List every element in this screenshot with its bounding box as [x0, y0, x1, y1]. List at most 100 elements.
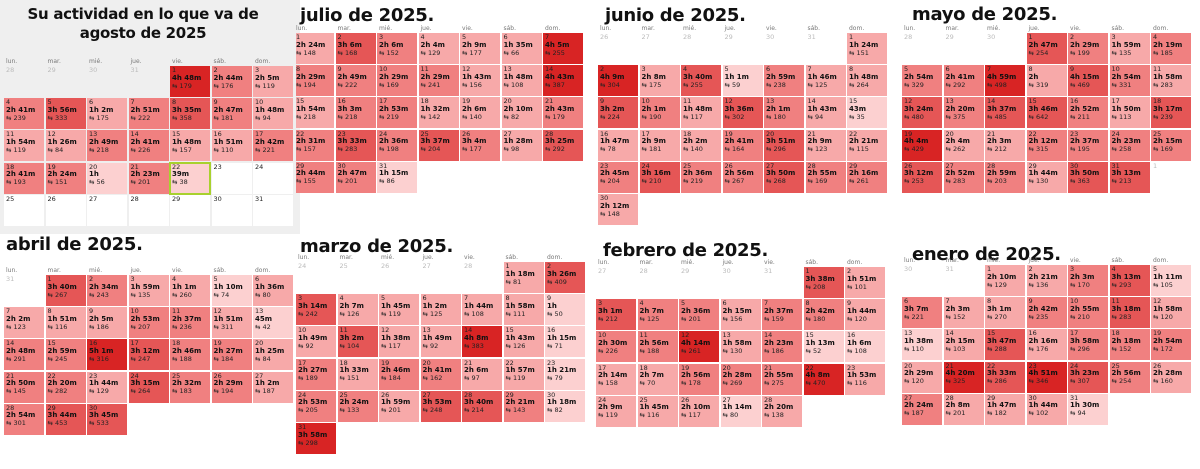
calendar-day[interactable]: 29 1h 47m ⇆ 182 — [985, 393, 1025, 425]
calendar-day[interactable]: 18 2h 41m ⇆ 193 — [4, 162, 44, 194]
calendar-day[interactable]: 19 2h 27m ⇆ 184 — [211, 339, 252, 371]
calendar-day[interactable]: 21 2h 23m ⇆ 201 — [128, 162, 169, 194]
calendar-day[interactable]: 10 2h 54m ⇆ 331 — [1109, 65, 1150, 97]
calendar-day[interactable]: 22 2h 31m ⇆ 157 — [296, 129, 334, 161]
calendar-day[interactable]: 1 2h 24m ⇆ 148 — [296, 33, 334, 64]
calendar-day[interactable]: 28 3h 40m ⇆ 214 — [462, 390, 502, 422]
calendar-day[interactable]: 3 2h 6m ⇆ 152 — [377, 33, 417, 64]
calendar-day[interactable]: 24 3h 16m ⇆ 210 — [639, 161, 680, 193]
calendar-day[interactable]: 2 3h 26m ⇆ 409 — [545, 262, 585, 293]
calendar-day[interactable]: 16 1h 51m ⇆ 110 — [211, 130, 252, 162]
calendar-day[interactable]: 29 1h 44m ⇆ 130 — [1026, 161, 1067, 193]
calendar-day[interactable]: 24 2h 9m ⇆ 119 — [596, 395, 636, 427]
calendar-day[interactable]: 13 2h 49m ⇆ 218 — [87, 130, 127, 162]
calendar-day[interactable]: 30 — [211, 194, 252, 226]
calendar-day[interactable]: 28 — [128, 194, 169, 226]
calendar-day[interactable]: 12 1h 58m ⇆ 120 — [1151, 297, 1191, 329]
calendar-day[interactable]: 3 1h 59m ⇆ 135 — [128, 275, 169, 306]
calendar-day[interactable]: 28 2h 55m ⇆ 169 — [805, 161, 846, 193]
calendar-day[interactable]: 21 2h 9m ⇆ 123 — [805, 129, 846, 161]
calendar-day[interactable]: 19 4h 4m ⇆ 429 — [902, 129, 942, 161]
calendar-day[interactable]: 9 2h 5m ⇆ 186 — [87, 307, 127, 339]
calendar-day[interactable]: 1 3h 40m ⇆ 267 — [45, 275, 86, 306]
calendar-day[interactable]: 20 1h 25m ⇆ 84 — [253, 339, 293, 371]
calendar-day[interactable]: 18 3h 17m ⇆ 239 — [1151, 97, 1191, 129]
calendar-day[interactable]: 25 2h 56m ⇆ 254 — [1109, 361, 1150, 393]
calendar-day[interactable]: 23 4h 51m ⇆ 346 — [1026, 361, 1067, 393]
calendar-day[interactable]: 1 3h 38m ⇆ 208 — [803, 267, 844, 298]
calendar-day[interactable]: 4 1h 1m ⇆ 260 — [170, 275, 210, 306]
calendar-day[interactable]: 4 2h 19m ⇆ 185 — [1151, 33, 1191, 64]
calendar-day[interactable]: 8 3h 35m ⇆ 358 — [170, 98, 210, 130]
calendar-day[interactable]: 18 1h 33m ⇆ 151 — [337, 358, 378, 390]
calendar-day[interactable]: 20 1h ⇆ 56 — [87, 162, 127, 194]
calendar-day[interactable]: 23 1h 44m ⇆ 129 — [87, 371, 127, 403]
calendar-day[interactable]: 26 3h 4m ⇆ 177 — [460, 129, 500, 161]
calendar-day[interactable]: 24 2h 53m ⇆ 205 — [296, 390, 336, 422]
calendar-day[interactable]: 23 2h 37m ⇆ 195 — [1068, 129, 1108, 161]
calendar-day[interactable]: 1 4h 48m ⇆ 179 — [170, 66, 210, 97]
calendar-day[interactable]: 10 1h 48m ⇆ 94 — [253, 98, 293, 130]
calendar-day[interactable]: 1 1h 18m ⇆ 81 — [503, 262, 544, 293]
calendar-day[interactable]: 13 45m ⇆ 42 — [253, 307, 293, 339]
calendar-day[interactable]: 22 1h 57m ⇆ 119 — [503, 358, 544, 390]
calendar-day[interactable]: 27 2h 52m ⇆ 283 — [943, 161, 984, 193]
calendar-day[interactable]: 10 2h 1m ⇆ 190 — [639, 97, 680, 129]
calendar-day[interactable]: 20 2h 4m ⇆ 262 — [943, 129, 984, 161]
calendar-day[interactable]: 19 2h 24m ⇆ 151 — [45, 162, 86, 194]
calendar-day[interactable]: 29 2h 44m ⇆ 155 — [296, 161, 334, 193]
calendar-day[interactable]: 21 2h 6m ⇆ 97 — [462, 358, 502, 390]
calendar-day[interactable]: 26 2h 28m ⇆ 160 — [1151, 361, 1191, 393]
calendar-day[interactable]: 1 2h 47m ⇆ 254 — [1026, 33, 1067, 64]
calendar-day[interactable]: 15 1h 54m ⇆ 218 — [296, 97, 334, 129]
calendar-day[interactable]: 21 2h 50m ⇆ 145 — [4, 371, 44, 403]
calendar-day[interactable]: 21 4h 20m ⇆ 325 — [943, 361, 984, 393]
calendar-day[interactable]: 14 2h 41m ⇆ 226 — [128, 130, 169, 162]
calendar-day[interactable]: 6 2h 59m ⇆ 238 — [764, 65, 804, 97]
calendar-day[interactable]: 25 2h 32m ⇆ 183 — [170, 371, 210, 403]
calendar-day[interactable]: 30 3h 45m ⇆ 533 — [87, 403, 127, 435]
calendar-day[interactable]: 20 2h 29m ⇆ 120 — [902, 361, 942, 393]
calendar-day[interactable]: 26 3h 12m ⇆ 253 — [902, 161, 942, 193]
calendar-day[interactable]: 27 — [87, 194, 127, 226]
calendar-day[interactable]: 16 1h 15m ⇆ 71 — [545, 326, 585, 358]
calendar-day[interactable]: 22 39m ⇆ 38 — [169, 161, 211, 195]
calendar-day[interactable]: 21 2h 3m ⇆ 212 — [985, 129, 1025, 161]
calendar-day[interactable]: 28 2h 8m ⇆ 201 — [943, 393, 984, 425]
calendar-day[interactable]: 24 — [253, 162, 293, 194]
calendar-day[interactable]: 15 3h 46m ⇆ 642 — [1026, 97, 1067, 129]
calendar-day[interactable]: 17 3h 12m ⇆ 247 — [128, 339, 169, 371]
calendar-day[interactable]: 20 2h 41m ⇆ 162 — [420, 358, 461, 390]
calendar-day[interactable]: 8 2h 29m ⇆ 194 — [296, 65, 334, 97]
calendar-day[interactable]: 4 3h 40m ⇆ 255 — [681, 65, 721, 97]
calendar-day[interactable]: 4 2h 7m ⇆ 126 — [337, 294, 378, 326]
calendar-day[interactable]: 24 2h 36m ⇆ 198 — [377, 129, 417, 161]
calendar-day[interactable]: 19 2h 6m ⇆ 140 — [460, 97, 500, 129]
calendar-day[interactable]: 26 1h 59m ⇆ 201 — [379, 390, 419, 422]
calendar-day[interactable]: 6 1h 36m ⇆ 80 — [253, 275, 293, 306]
calendar-day[interactable]: 19 2h 41m ⇆ 164 — [722, 129, 763, 161]
calendar-day[interactable]: 3 2h 8m ⇆ 175 — [639, 65, 680, 97]
calendar-day[interactable]: 23 1h 53m ⇆ 116 — [845, 363, 885, 395]
calendar-day[interactable]: 8 1h 51m ⇆ 116 — [45, 307, 86, 339]
calendar-day[interactable]: 10 2h 53m ⇆ 207 — [128, 307, 169, 339]
calendar-day[interactable]: 13 1h 48m ⇆ 108 — [501, 65, 542, 97]
calendar-day[interactable]: 1 2h 10m ⇆ 129 — [985, 265, 1025, 296]
calendar-day[interactable]: 15 1h 43m ⇆ 126 — [503, 326, 544, 358]
calendar-day[interactable]: 27 3h 53m ⇆ 248 — [420, 390, 461, 422]
calendar-day[interactable]: 4 2h 41m ⇆ 239 — [4, 98, 44, 130]
calendar-day[interactable]: 22 2h 12m ⇆ 315 — [1026, 129, 1067, 161]
calendar-day[interactable]: 15 1h 48m ⇆ 157 — [170, 130, 210, 162]
calendar-day[interactable]: 8 2h 42m ⇆ 180 — [803, 299, 844, 331]
calendar-day[interactable]: 18 2h 7m ⇆ 70 — [637, 363, 678, 395]
calendar-day[interactable]: 2 4h 9m ⇆ 304 — [598, 65, 638, 97]
calendar-day[interactable]: 14 1h 43m ⇆ 94 — [805, 97, 846, 129]
calendar-day[interactable]: 6 1h 2m ⇆ 175 — [87, 98, 127, 130]
calendar-day[interactable]: 25 2h 15m ⇆ 169 — [1151, 129, 1191, 161]
calendar-day[interactable]: 12 1h 38m ⇆ 117 — [379, 326, 419, 358]
calendar-day[interactable]: 17 2h 14m ⇆ 158 — [596, 363, 636, 395]
calendar-day[interactable]: 20 2h 28m ⇆ 269 — [720, 363, 761, 395]
calendar-day[interactable]: 14 2h 23m ⇆ 186 — [762, 331, 802, 363]
calendar-day[interactable]: 8 3h 1m ⇆ 270 — [985, 297, 1025, 329]
calendar-day[interactable]: 30 1h 18m ⇆ 82 — [545, 390, 585, 422]
